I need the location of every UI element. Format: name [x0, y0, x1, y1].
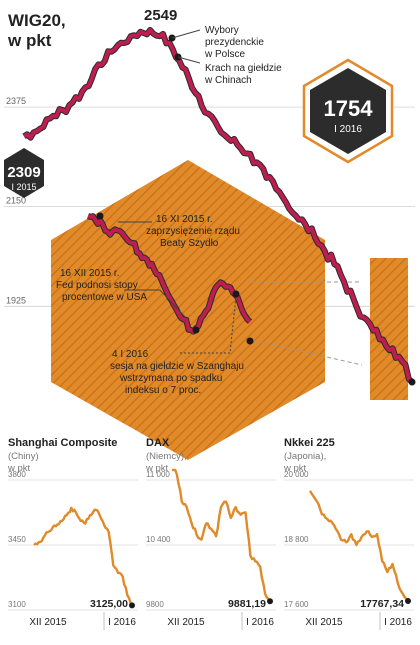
main-subtitle: w pkt — [7, 31, 52, 50]
event-point-shanghai — [232, 290, 240, 298]
dax-end-point — [267, 598, 273, 605]
start-badge-shape — [4, 148, 44, 198]
start-badge: 2309 I 2015 — [4, 148, 44, 198]
leader-shanghai — [180, 295, 237, 354]
peak-label: 2549 — [144, 7, 177, 24]
main-ytick-label: 2150 — [6, 196, 26, 206]
dax-ytick-label: 11 000 — [146, 470, 170, 479]
event-point-fed — [192, 326, 200, 334]
annotation-shanghai-line-3: wstrzymana po spadku — [119, 373, 222, 384]
nikkei-ytick-label: 18 800 — [284, 535, 309, 544]
main-title: WIG20, — [8, 11, 66, 30]
wig20-line — [22, 28, 414, 384]
end-badge-value: 1754 — [324, 96, 374, 121]
nikkei-unit: w pkt — [283, 463, 307, 474]
dax-line — [172, 468, 271, 602]
dax-ytick-label: 9800 — [146, 600, 164, 609]
annotation-elections-line-1: Wybory — [205, 25, 239, 36]
inset-line — [87, 214, 252, 334]
shanghai-unit: w pkt — [7, 463, 31, 474]
dax-xlabel-dec: XII 2015 — [167, 617, 205, 628]
shanghai-ytick-label: 3800 — [8, 470, 26, 479]
annotations: Wybory prezydenckie w Polsce Krach na gi… — [56, 25, 285, 396]
annotation-elections-line-2: prezydenckie — [205, 37, 264, 48]
nikkei-end-label: 17767,34 — [360, 598, 404, 610]
dax-xlabel-jan: I 2016 — [246, 617, 274, 628]
shanghai-title: Shanghai Composite — [8, 437, 117, 449]
dax-end-label: 9881,19 — [228, 598, 266, 610]
shanghai-subtitle: (Chiny) — [8, 451, 39, 462]
annotation-fed-line-2: Fed podnosi stopy — [56, 280, 138, 291]
zoom-hexagon — [51, 160, 325, 460]
nikkei-subtitle: (Japonia), — [284, 451, 326, 462]
main-ytick-label: 1925 — [6, 295, 26, 305]
event-point-end — [408, 378, 416, 386]
shanghai-end-point — [129, 602, 135, 609]
start-badge-label: I 2015 — [11, 182, 36, 192]
dax-title: DAX — [146, 437, 170, 449]
main-ytick-label: 2375 — [6, 96, 26, 106]
annotation-elections: Wybory prezydenckie w Polsce — [204, 25, 267, 60]
annotation-fed-line-3: procentowe w USA — [62, 292, 147, 303]
event-point-inset-end — [246, 337, 254, 345]
shanghai-end-label: 3125,00 — [90, 598, 128, 610]
shanghai-xlabel-dec: XII 2015 — [29, 617, 67, 628]
zoom-connector-bottom — [251, 339, 363, 366]
shanghai-line — [33, 506, 134, 606]
dax-ytick-label: 10 400 — [146, 535, 171, 544]
dax-unit: w pkt — [145, 463, 169, 474]
annotation-fed: 16 XII 2015 r. Fed podnosi stopy procent… — [56, 268, 147, 303]
nikkei-ytick-label: 20 000 — [284, 470, 309, 479]
annotation-shanghai-line-4: indeksu o 7 proc. — [125, 385, 201, 396]
annotation-szydlo-line-3: Beaty Szydło — [160, 238, 219, 249]
nikkei-xlabel-jan: I 2016 — [384, 617, 412, 628]
end-badge: 1754 I 2016 — [302, 58, 394, 164]
wig20-chart: WIG20, w pkt 2375 2150 1925 2549 Wybory pr… — [4, 7, 416, 460]
nikkei-end-point — [405, 597, 411, 604]
shanghai-ytick-label: 3450 — [8, 535, 26, 544]
nikkei-title: Nkkei 225 — [284, 437, 335, 449]
nikkei-line — [308, 490, 409, 602]
annotation-szydlo-line-2: zaprzysiężenie rządu — [146, 226, 240, 237]
annotation-shanghai-line-2: sesja na giełdzie w Szanghaju — [110, 361, 244, 372]
annotation-szydlo-line-1: 16 XI 2015 r. — [156, 214, 213, 225]
annotation-fed-line-1: 16 XII 2015 r. — [60, 268, 120, 279]
annotation-shanghai-line-1: 4 I 2016 — [112, 349, 149, 360]
annotation-shanghai: 4 I 2016 sesja na giełdzie w Szanghaju w… — [110, 349, 247, 396]
annotation-szydlo: 16 XI 2015 r. zaprzysiężenie rządu Beaty… — [146, 214, 243, 249]
leader-fed — [124, 289, 187, 319]
annotation-china-crash: Krach na giełdzie w Chinach — [204, 63, 285, 86]
end-badge-label: I 2016 — [334, 124, 362, 135]
nikkei-ytick-label: 17 600 — [284, 600, 309, 609]
leader-china-crash — [177, 56, 201, 64]
event-point-szydlo — [96, 212, 104, 220]
dax-subtitle: (Niemcy), — [146, 451, 187, 462]
leader-elections — [171, 29, 201, 39]
annotation-elections-line-3: w Polsce — [204, 49, 245, 60]
shanghai-ytick-label: 3100 — [8, 600, 26, 609]
annotation-china-crash-line-1: Krach na giełdzie — [205, 63, 282, 74]
nikkei-xlabel-dec: XII 2015 — [305, 617, 343, 628]
shanghai-xlabel-jan: I 2016 — [108, 617, 136, 628]
annotation-china-crash-line-2: w Chinach — [204, 75, 252, 86]
start-badge-value: 2309 — [7, 164, 40, 181]
end-badge-shape — [310, 68, 386, 154]
